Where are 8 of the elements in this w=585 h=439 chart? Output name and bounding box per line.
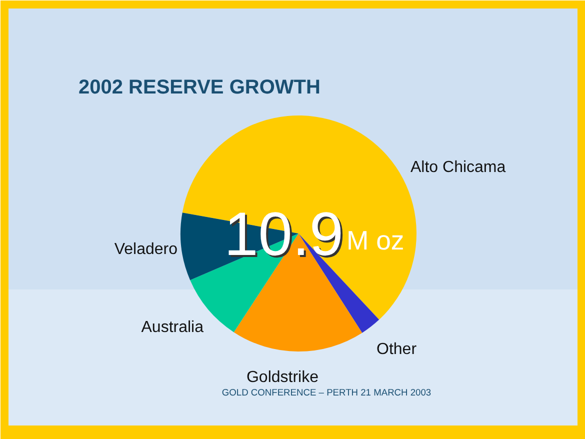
slice-label: Goldstrike [246,369,319,386]
slice-label: Veladero [114,241,178,258]
text: M oz [346,226,404,256]
text: GOLD CONFERENCE – PERTH 21 MARCH 2003 [222,388,432,398]
chart-title: 2002 RESERVE GROWTH [78,76,320,98]
slice-label: Other [376,341,418,358]
slice-label: Australia [141,319,204,336]
slice-label: Alto Chicama [410,159,506,176]
